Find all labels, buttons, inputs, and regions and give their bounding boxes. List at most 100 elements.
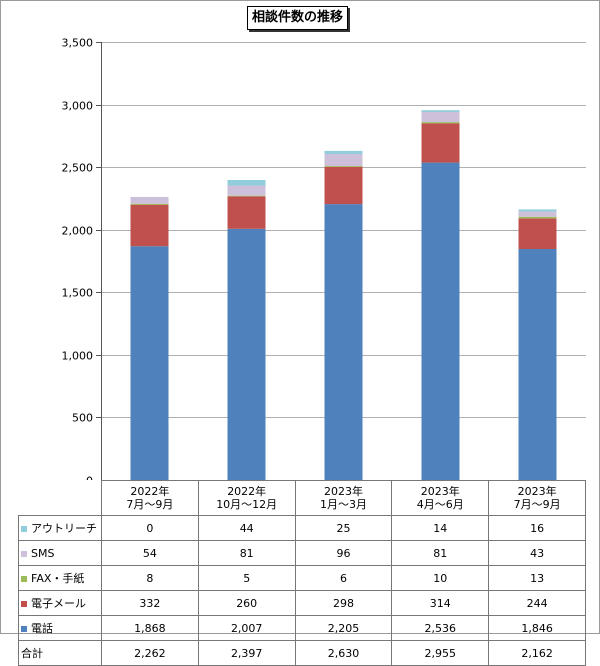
bar-segment bbox=[324, 166, 363, 167]
table-cell: 44 bbox=[197, 515, 296, 541]
table-cell: 2,007 bbox=[197, 615, 296, 641]
table-corner bbox=[18, 480, 102, 516]
legend-label: SMS bbox=[31, 546, 55, 560]
table-row: 電話 1,868 2,007 2,205 2,536 1,846 bbox=[18, 615, 586, 641]
legend-entry: SMS bbox=[18, 540, 102, 566]
bar-segment bbox=[130, 203, 169, 205]
legend-label: 電話 bbox=[31, 622, 53, 635]
table-cell-total: 2,397 bbox=[197, 640, 296, 666]
bar-segment bbox=[227, 185, 266, 196]
y-tick-label: 0 bbox=[86, 475, 93, 481]
bar-segment bbox=[324, 166, 363, 205]
bar-segment bbox=[518, 211, 557, 217]
bar-segment bbox=[324, 204, 363, 480]
bar-series bbox=[130, 110, 557, 480]
table-cell: 13 bbox=[488, 565, 586, 591]
table-cell-total: 2,262 bbox=[101, 640, 199, 666]
legend-swatch bbox=[21, 576, 27, 582]
table-cell-total: 2,955 bbox=[391, 640, 490, 666]
bar-segment bbox=[324, 154, 363, 166]
x-category-line: 2023年 bbox=[323, 485, 363, 498]
legend-entry: 電子メール bbox=[18, 590, 102, 616]
table-cell: 0 bbox=[101, 515, 199, 541]
table-cell: 96 bbox=[294, 540, 393, 566]
table-cell: 81 bbox=[197, 540, 296, 566]
table-cell: 81 bbox=[391, 540, 490, 566]
legend-swatch bbox=[21, 601, 27, 607]
y-tick-label: 3,000 bbox=[62, 100, 94, 113]
table-cell: 54 bbox=[101, 540, 199, 566]
chart-title: 相談件数の推移 bbox=[247, 6, 349, 30]
table-cell: 2,536 bbox=[391, 615, 490, 641]
y-axis: 0 500 1,000 1,500 2,000 2,500 3,000 3,500 bbox=[62, 37, 102, 481]
data-table: 2022年 7月～9月 2022年 10月～12月 2023年 1月～3月 2023年 4月～… bbox=[18, 480, 586, 666]
bar-segment bbox=[421, 122, 460, 124]
table-cell-total: 2,162 bbox=[488, 640, 586, 666]
table-row: 電子メール 332 260 298 314 244 bbox=[18, 590, 586, 616]
x-category-line: 2022年 bbox=[227, 485, 267, 498]
legend-entry: 電話 bbox=[18, 615, 102, 641]
x-category-line: 4月～6月 bbox=[416, 498, 464, 511]
legend-label: アウトリーチ bbox=[31, 522, 97, 535]
y-tick-label: 1,500 bbox=[62, 287, 94, 300]
total-label: 合計 bbox=[18, 640, 102, 666]
bar-segment bbox=[130, 246, 169, 480]
x-category-label: 2023年 7月～9月 bbox=[488, 480, 586, 516]
legend-entry: アウトリーチ bbox=[18, 515, 102, 541]
table-cell: 25 bbox=[294, 515, 393, 541]
bar-segment bbox=[130, 204, 169, 247]
x-category-line: 2023年 bbox=[517, 485, 557, 498]
table-cell: 8 bbox=[101, 565, 199, 591]
legend-label: FAX・手紙 bbox=[31, 572, 85, 585]
table-cell: 1,846 bbox=[488, 615, 586, 641]
table-cell: 244 bbox=[488, 590, 586, 616]
bar-segment bbox=[518, 218, 557, 249]
x-category-line: 7月～9月 bbox=[126, 498, 174, 511]
table-row: SMS 54 81 96 81 43 bbox=[18, 540, 586, 566]
x-category-line: 7月～9月 bbox=[513, 498, 561, 511]
table-cell: 1,868 bbox=[101, 615, 199, 641]
bar-segment bbox=[227, 228, 266, 480]
x-category-line: 2023年 bbox=[420, 485, 460, 498]
x-category-line: 10月～12月 bbox=[216, 498, 278, 511]
table-cell: 43 bbox=[488, 540, 586, 566]
table-row: アウトリーチ 0 44 25 14 16 bbox=[18, 515, 586, 541]
table-cell: 16 bbox=[488, 515, 586, 541]
bar-segment bbox=[421, 112, 460, 123]
bar-segment bbox=[421, 162, 460, 480]
legend-label: 電子メール bbox=[31, 597, 86, 610]
x-category-label: 2022年 7月～9月 bbox=[101, 480, 199, 516]
table-cell: 260 bbox=[197, 590, 296, 616]
bar-segment bbox=[324, 150, 363, 154]
table-cell: 10 bbox=[391, 565, 490, 591]
table-cell: 6 bbox=[294, 565, 393, 591]
legend-swatch bbox=[21, 526, 27, 532]
bar-segment bbox=[227, 196, 266, 229]
bar-segment bbox=[518, 209, 557, 212]
legend-swatch bbox=[21, 550, 27, 557]
table-cell: 314 bbox=[391, 590, 490, 616]
x-category-label: 2022年 10月～12月 bbox=[197, 480, 296, 516]
table-row-total: 合計 2,262 2,397 2,630 2,955 2,162 bbox=[18, 640, 586, 666]
table-cell: 5 bbox=[197, 565, 296, 591]
y-tick-label: 2,500 bbox=[62, 162, 94, 175]
bar-segment bbox=[421, 123, 460, 163]
x-category-label: 2023年 4月～6月 bbox=[391, 480, 490, 516]
bar-segment bbox=[130, 196, 169, 204]
bar-segment bbox=[421, 110, 460, 112]
y-tick-label: 500 bbox=[72, 412, 93, 425]
legend-entry: FAX・手紙 bbox=[18, 565, 102, 591]
bar-segment bbox=[518, 249, 557, 480]
legend-swatch bbox=[21, 626, 27, 632]
y-tick-label: 2,000 bbox=[62, 225, 94, 238]
y-tick-label: 1,000 bbox=[62, 350, 94, 363]
table-cell: 2,205 bbox=[294, 615, 393, 641]
x-category-label: 2023年 1月～3月 bbox=[294, 480, 393, 516]
table-cell-total: 2,630 bbox=[294, 640, 393, 666]
bar-segment bbox=[518, 216, 557, 219]
table-cell: 298 bbox=[294, 590, 393, 616]
y-tick-label: 3,500 bbox=[62, 37, 94, 50]
x-category-line: 2022年 bbox=[130, 485, 170, 498]
table-row: FAX・手紙 8 5 6 10 13 bbox=[18, 565, 586, 591]
bar-segment bbox=[227, 180, 266, 186]
